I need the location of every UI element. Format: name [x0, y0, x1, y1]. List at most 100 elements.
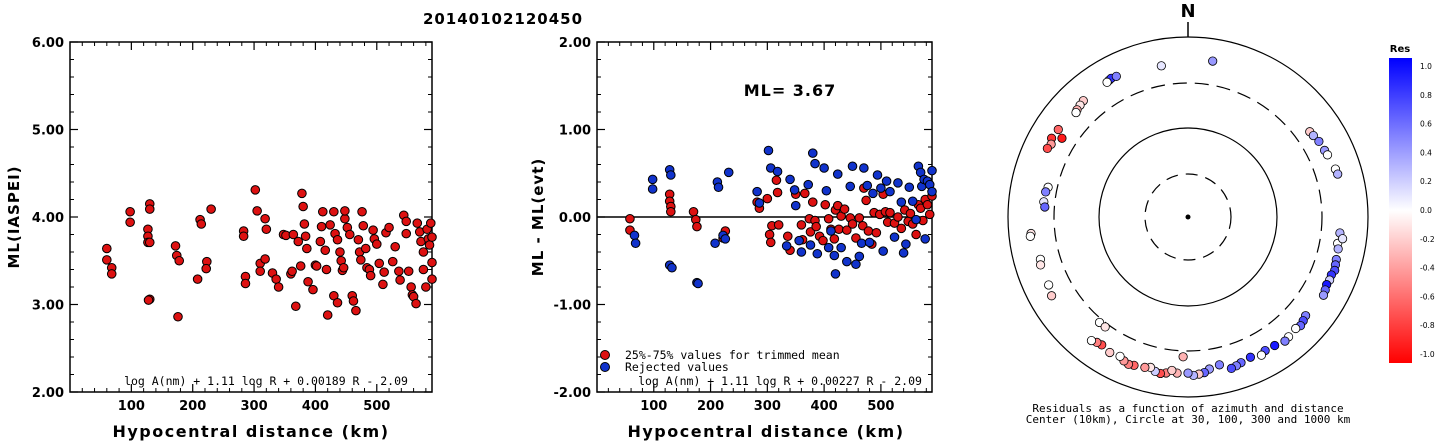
trimmed-point: [666, 206, 676, 217]
left-formula: log A(nm) + 1.11 log R + 0.00189 R - 2.0…: [124, 374, 408, 388]
data-point: [351, 305, 361, 316]
colorbar-tick-labels: 1.0 0.8 0.6 0.4 0.2 0.0 -0.2 -0.4 -0.6 -0.8 -1.0: [1420, 62, 1435, 359]
data-point: [298, 201, 308, 212]
trimmed-point: [839, 204, 850, 214]
colorbar-gradient: [1389, 58, 1412, 363]
rejected-point: [812, 248, 823, 259]
trimmed-point: [764, 229, 775, 240]
rejected-point: [629, 230, 640, 241]
rejected-point: [896, 197, 907, 207]
data-point: [300, 231, 311, 242]
data-point: [338, 262, 349, 273]
rejected-point: [720, 234, 731, 244]
data-point: [365, 270, 376, 281]
middle-data-points: [625, 145, 937, 289]
ml-annotation: ML= 3.67: [744, 81, 837, 100]
data-point: [329, 206, 339, 217]
station-point: [1140, 362, 1150, 372]
rejected-point: [772, 166, 783, 177]
data-point: [125, 206, 135, 217]
station-point: [1308, 130, 1318, 141]
rejected-point: [836, 242, 846, 253]
station-point: [1178, 352, 1188, 362]
data-point: [196, 219, 207, 229]
y-tick-label: 2.00: [32, 386, 64, 401]
data-point: [125, 217, 135, 228]
rejected-point: [920, 234, 930, 244]
trimmed-point: [762, 193, 773, 204]
rejected-point: [885, 186, 895, 197]
rejected-point: [810, 158, 820, 169]
data-point: [371, 239, 382, 249]
rejected-point: [713, 182, 724, 193]
data-point: [144, 237, 155, 248]
colorbar-tick-label: -0.8: [1420, 321, 1435, 330]
ring-100km: [1098, 127, 1278, 307]
data-point: [240, 278, 251, 289]
data-point: [335, 247, 345, 257]
data-point: [344, 229, 355, 240]
station-point: [1041, 187, 1051, 197]
data-point: [411, 298, 421, 309]
rejected-point: [862, 180, 873, 191]
trimmed-point: [688, 206, 699, 217]
data-point: [102, 255, 112, 265]
station-point: [1167, 365, 1177, 376]
y-tick-label: 2.00: [559, 36, 591, 51]
station-point: [1102, 77, 1112, 87]
north-label: N: [1180, 1, 1195, 22]
data-point: [360, 243, 371, 254]
rejected-point: [803, 179, 814, 190]
station-point: [1035, 260, 1046, 270]
trimmed-point: [893, 212, 903, 222]
data-point: [144, 204, 155, 214]
rejected-point: [854, 251, 865, 262]
colorbar-tick-label: -1.0: [1420, 350, 1435, 359]
station-point: [1318, 290, 1329, 300]
data-point: [287, 266, 297, 277]
trimmed-point: [765, 237, 776, 248]
station-point: [1280, 336, 1290, 346]
data-point: [317, 206, 328, 217]
middle-y-axis-label: ML - ML(evt): [529, 158, 547, 276]
trimmed-point: [823, 213, 834, 224]
data-point: [379, 267, 389, 277]
rejected-point: [893, 178, 903, 188]
colorbar-tick-label: 1.0: [1420, 62, 1432, 71]
rejected-point: [911, 214, 921, 225]
data-point: [322, 310, 333, 320]
rejected-point: [845, 181, 856, 192]
rejected-point: [826, 226, 836, 236]
data-point: [308, 284, 318, 295]
station-point: [1208, 56, 1218, 66]
station-point: [1057, 133, 1067, 143]
rejected-point: [821, 185, 832, 196]
station-point: [1115, 351, 1125, 361]
polar-residual-chart: N Residuals as a function of azimuth and…: [1007, 1, 1369, 426]
left-axis-ticks: 2.00 3.00 4.00 5.00 6.00 100 200 300 400 500: [32, 36, 432, 414]
data-point: [252, 206, 262, 216]
y-tick-label: 5.00: [32, 124, 64, 139]
figure-title: 20140102120450: [423, 10, 583, 28]
data-point: [348, 296, 359, 306]
data-point: [288, 229, 299, 240]
rejected-point: [647, 174, 658, 185]
data-point: [340, 213, 350, 224]
rejected-point: [781, 241, 792, 251]
x-tick-label: 400: [302, 399, 329, 414]
polar-station-points: [1025, 56, 1348, 381]
data-point: [424, 240, 435, 250]
station-point: [1245, 352, 1256, 362]
x-tick-label: 300: [754, 399, 781, 414]
rejected-point: [907, 196, 918, 207]
rejected-point: [752, 186, 762, 197]
data-point: [271, 274, 281, 284]
rejected-point: [723, 167, 734, 178]
data-point: [320, 245, 331, 256]
data-point: [201, 263, 212, 274]
data-point: [387, 256, 398, 267]
middle-legend: 25%-75% values for trimmed mean Rejected…: [600, 348, 840, 374]
data-point: [299, 219, 310, 229]
trimmed-point: [922, 199, 933, 210]
trimmed-point: [782, 231, 793, 242]
